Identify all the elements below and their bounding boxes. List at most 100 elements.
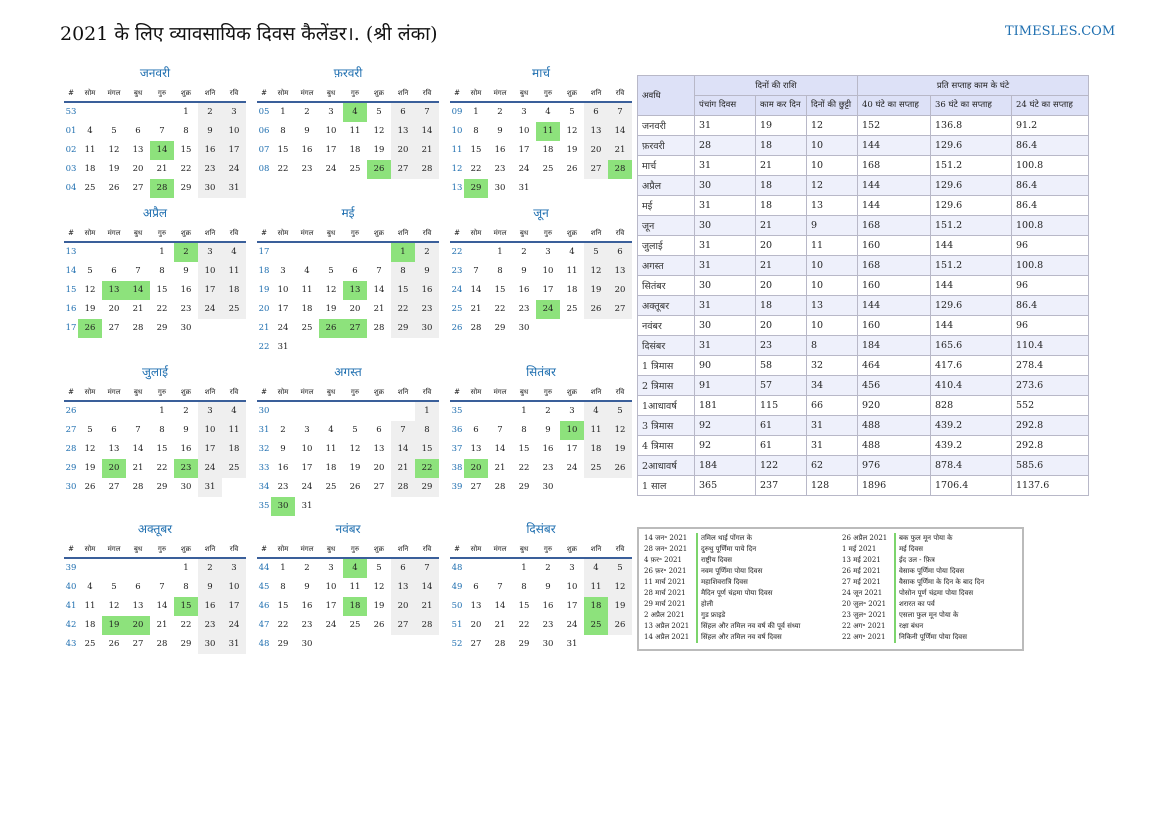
day-cell[interactable]: 26 [608, 616, 632, 635]
day-cell[interactable]: 23 [301, 164, 313, 174]
day-cell[interactable]: 10 [277, 285, 289, 295]
day-cell[interactable]: 21 [132, 304, 144, 314]
day-cell[interactable]: 18 [84, 164, 96, 174]
day-cell[interactable]: 30 [542, 639, 554, 649]
day-cell[interactable]: 15 [494, 285, 506, 295]
day-cell[interactable]: 30 [494, 183, 506, 193]
day-cell[interactable]: 10 [222, 122, 246, 141]
day-cell[interactable]: 13 [102, 281, 126, 300]
day-cell[interactable]: 11 [349, 582, 361, 592]
day-cell[interactable]: 30 [198, 179, 222, 198]
day-cell[interactable]: 22 [277, 620, 289, 630]
day-cell[interactable]: 6 [352, 266, 358, 276]
day-cell[interactable]: 26 [108, 183, 120, 193]
day-cell[interactable]: 7 [473, 266, 479, 276]
day-cell[interactable]: 3 [328, 563, 334, 573]
day-cell[interactable]: 30 [180, 482, 192, 492]
day-cell[interactable]: 22 [518, 620, 530, 630]
day-cell[interactable]: 3 [545, 247, 551, 257]
day-cell[interactable]: 11 [84, 601, 96, 611]
day-cell[interactable]: 3 [569, 563, 575, 573]
day-cell[interactable]: 28 [470, 323, 482, 333]
day-cell[interactable]: 29 [180, 183, 192, 193]
day-cell[interactable]: 5 [608, 559, 632, 578]
day-cell[interactable]: 7 [159, 126, 165, 136]
day-cell[interactable]: 29 [156, 482, 168, 492]
day-cell[interactable]: 2 [497, 107, 503, 117]
day-cell[interactable]: 28 [415, 616, 439, 635]
day-cell[interactable]: 3 [280, 266, 286, 276]
day-cell[interactable]: 17 [222, 597, 246, 616]
day-cell[interactable]: 8 [391, 262, 415, 281]
day-cell[interactable]: 4 [343, 559, 367, 578]
day-cell[interactable]: 22 [156, 463, 168, 473]
day-cell[interactable]: 28 [494, 639, 506, 649]
day-cell[interactable]: 17 [277, 304, 289, 314]
day-cell[interactable]: 21 [494, 620, 506, 630]
day-cell[interactable]: 30 [180, 323, 192, 333]
day-cell[interactable]: 15 [156, 285, 168, 295]
day-cell[interactable]: 8 [183, 126, 189, 136]
day-cell[interactable]: 8 [159, 425, 165, 435]
day-cell[interactable]: 17 [198, 281, 222, 300]
day-cell[interactable]: 13 [470, 444, 482, 454]
day-cell[interactable]: 8 [521, 425, 527, 435]
day-cell[interactable]: 15 [470, 145, 482, 155]
day-cell[interactable]: 16 [542, 444, 554, 454]
day-cell[interactable]: 3 [198, 243, 222, 262]
day-cell[interactable]: 24 [301, 482, 313, 492]
day-cell[interactable]: 12 [108, 145, 120, 155]
day-cell[interactable]: 25 [301, 323, 313, 333]
day-cell[interactable]: 14 [608, 122, 632, 141]
day-cell[interactable]: 19 [84, 463, 96, 473]
day-cell[interactable]: 15 [180, 145, 192, 155]
day-cell[interactable]: 28 [391, 478, 415, 497]
day-cell[interactable]: 23 [198, 160, 222, 179]
day-cell[interactable]: 4 [584, 402, 608, 421]
day-cell[interactable]: 3 [198, 402, 222, 421]
day-cell[interactable]: 10 [560, 421, 584, 440]
day-cell[interactable]: 19 [349, 463, 361, 473]
day-cell[interactable]: 7 [135, 425, 141, 435]
day-cell[interactable]: 15 [391, 281, 415, 300]
day-cell[interactable]: 9 [545, 425, 551, 435]
day-cell[interactable]: 11 [301, 285, 313, 295]
day-cell[interactable]: 24 [566, 463, 578, 473]
day-cell[interactable]: 17 [301, 463, 313, 473]
day-cell[interactable]: 9 [198, 578, 222, 597]
day-cell[interactable]: 6 [135, 126, 141, 136]
day-cell[interactable]: 10 [542, 266, 554, 276]
day-cell[interactable]: 17 [566, 601, 578, 611]
day-cell[interactable]: 26 [566, 164, 578, 174]
day-cell[interactable]: 29 [518, 639, 530, 649]
day-cell[interactable]: 1 [521, 563, 527, 573]
day-cell[interactable]: 9 [183, 425, 189, 435]
day-cell[interactable]: 12 [108, 601, 120, 611]
day-cell[interactable]: 25 [584, 616, 608, 635]
day-cell[interactable]: 23 [277, 482, 289, 492]
day-cell[interactable]: 19 [608, 597, 632, 616]
day-cell[interactable]: 4 [584, 559, 608, 578]
day-cell[interactable]: 6 [135, 582, 141, 592]
day-cell[interactable]: 18 [584, 440, 608, 459]
day-cell[interactable]: 25 [325, 482, 337, 492]
day-cell[interactable]: 24 [277, 323, 289, 333]
day-cell[interactable]: 7 [608, 103, 632, 122]
day-cell[interactable]: 13 [391, 122, 415, 141]
day-cell[interactable]: 2 [183, 406, 189, 416]
day-cell[interactable]: 7 [135, 266, 141, 276]
day-cell[interactable]: 12 [566, 126, 578, 136]
day-cell[interactable]: 8 [473, 126, 479, 136]
day-cell[interactable]: 28 [608, 160, 632, 179]
day-cell[interactable]: 8 [183, 582, 189, 592]
day-cell[interactable]: 18 [584, 597, 608, 616]
day-cell[interactable]: 10 [198, 262, 222, 281]
day-cell[interactable]: 27 [132, 183, 144, 193]
day-cell[interactable]: 4 [222, 243, 246, 262]
day-cell[interactable]: 7 [497, 582, 503, 592]
day-cell[interactable]: 23 [180, 304, 192, 314]
day-cell[interactable]: 2 [545, 406, 551, 416]
day-cell[interactable]: 13 [391, 578, 415, 597]
day-cell[interactable]: 4 [569, 247, 575, 257]
day-cell[interactable]: 1 [183, 563, 189, 573]
